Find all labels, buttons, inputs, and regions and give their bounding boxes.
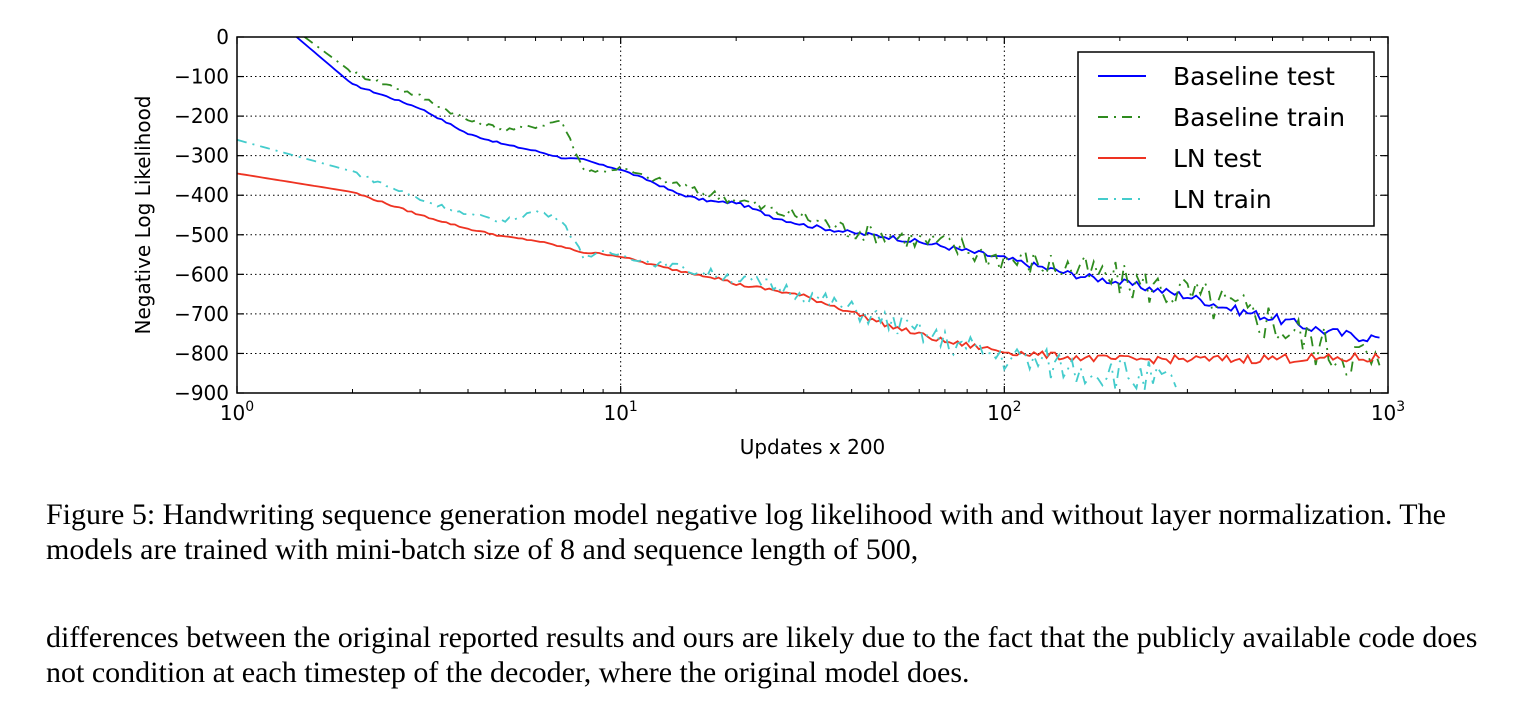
x-tick-label: 103 xyxy=(1371,399,1405,425)
y-axis-label: Negative Log Likelihood xyxy=(131,95,155,334)
legend-label-ln-train: LN train xyxy=(1173,185,1272,214)
x-tick-label: 100 xyxy=(220,399,254,425)
x-tick-label: 101 xyxy=(603,399,637,425)
legend-label-baseline-train: Baseline train xyxy=(1173,103,1345,132)
x-axis-label: Updates x 200 xyxy=(740,435,886,459)
y-tick-label: −500 xyxy=(174,223,229,247)
legend: Baseline test Baseline train LN test LN tra… xyxy=(1077,51,1375,227)
y-tick-label: 0 xyxy=(216,25,229,49)
series-line-baseline-test xyxy=(296,37,1380,343)
legend-label-ln-test: LN test xyxy=(1173,144,1262,173)
y-tick-label: −700 xyxy=(174,302,229,326)
y-tick-label: −800 xyxy=(174,341,229,365)
x-tick-label: 102 xyxy=(987,399,1021,425)
series-line-ln-train xyxy=(237,138,1177,391)
legend-label-baseline-test: Baseline test xyxy=(1173,62,1335,91)
y-axis-ticks: 0 −100 −200 −300 −400 −500 −600 −700 −800 −900 xyxy=(174,25,1388,405)
series-line-baseline-train xyxy=(304,37,1381,376)
y-tick-label: −600 xyxy=(174,262,229,286)
y-tick-label: −900 xyxy=(174,381,229,405)
x-axis-ticks: 100 101 102 103 xyxy=(220,37,1405,425)
series-line-ln-test xyxy=(237,172,1381,365)
plot-area xyxy=(237,37,1381,391)
nll-chart: 0 −100 −200 −300 −400 −500 −600 −700 −800 −900 10… xyxy=(131,25,1405,459)
y-tick-label: −200 xyxy=(174,104,229,128)
figure-caption: Figure 5: Handwriting sequence generatio… xyxy=(46,498,1446,566)
figure-caption-continued: differences between the original reporte… xyxy=(46,621,1478,689)
y-tick-label: −300 xyxy=(174,144,229,168)
plot-frame xyxy=(236,36,1389,394)
y-tick-label: −400 xyxy=(174,183,229,207)
legend-box xyxy=(1077,51,1375,227)
y-tick-label: −100 xyxy=(174,65,229,89)
